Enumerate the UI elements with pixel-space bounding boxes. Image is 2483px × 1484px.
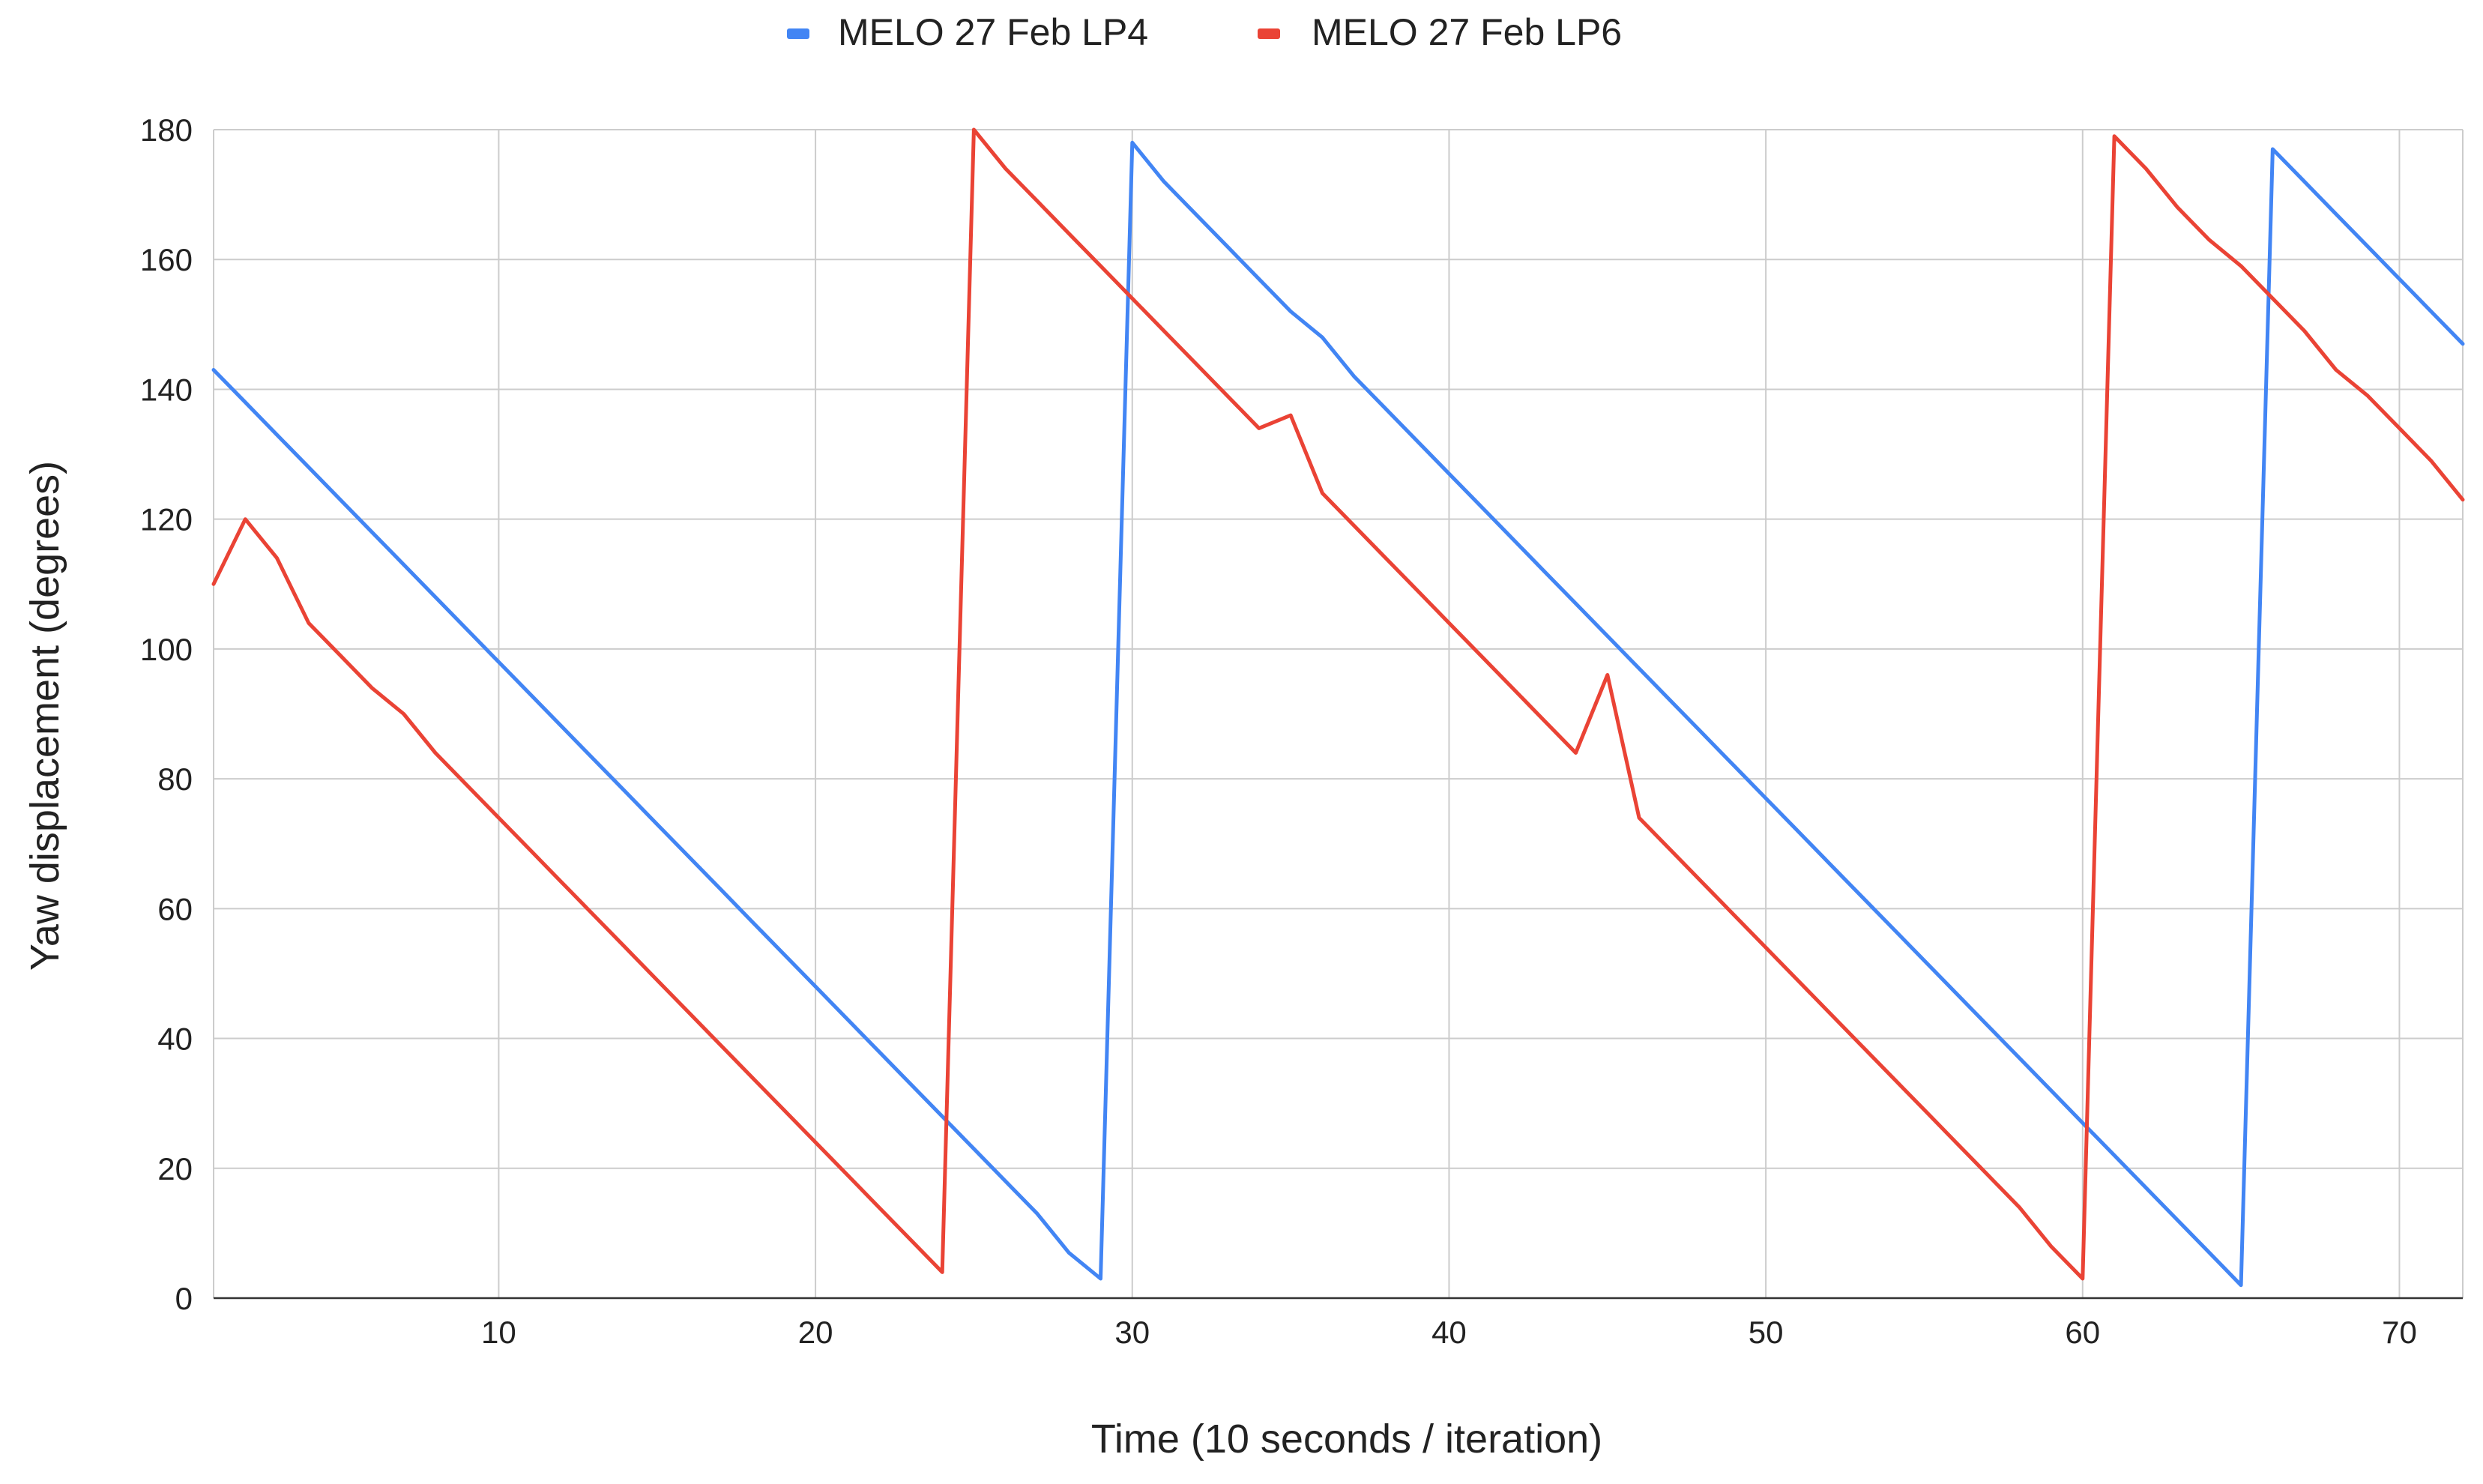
y-tick-label: 160 [140,242,193,277]
x-axis-title: Time (10 seconds / iteration) [1091,1417,1602,1462]
x-tick-label: 40 [1431,1315,1467,1350]
legend: MELO 27 Feb LP4 MELO 27 Feb LP6 [787,11,1622,53]
y-tick-label: 60 [157,891,193,926]
x-tick-label: 20 [798,1315,833,1350]
axes: 0 20 40 60 80 100 120 140 160 180 10 20 30 40 50 60 70 [140,112,2463,1350]
series-line-lp4 [211,140,2465,1288]
y-tick-label: 40 [157,1022,193,1057]
x-tick-label: 10 [481,1315,516,1350]
gridlines [213,129,2464,1298]
y-tick-label: 180 [140,112,193,148]
y-tick-label: 140 [140,372,193,407]
y-tick-label: 0 [175,1281,193,1316]
legend-label-lp4: MELO 27 Feb LP4 [838,11,1148,53]
y-tick-label: 120 [140,502,193,537]
y-tick-label: 100 [140,632,193,667]
x-tick-label: 60 [2065,1315,2100,1350]
series-layer [211,127,2465,1288]
x-tick-label: 70 [2382,1315,2417,1350]
x-tick-label: 30 [1114,1315,1150,1350]
legend-swatch-lp6 [1258,28,1280,39]
legend-swatch-lp4 [787,28,809,39]
y-tick-label: 80 [157,761,193,797]
y-axis-title: Yaw displacement (degrees) [22,461,67,971]
legend-label-lp6: MELO 27 Feb LP6 [1312,11,1622,53]
series-line-lp6 [211,127,2465,1281]
y-tick-label: 20 [157,1151,193,1186]
x-tick-label: 50 [1749,1315,1784,1350]
